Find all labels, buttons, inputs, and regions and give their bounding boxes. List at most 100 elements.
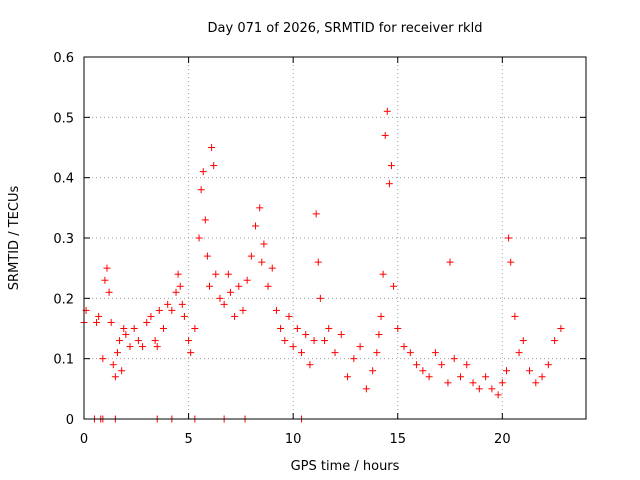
data-point	[208, 144, 216, 151]
data-point	[413, 361, 421, 369]
x-tick-labels: 0 5 10 15 20	[80, 432, 511, 447]
y-tick-label: 0.3	[53, 232, 74, 247]
data-point	[469, 379, 477, 387]
data-point	[544, 361, 552, 369]
data-point	[174, 270, 182, 278]
data-point	[507, 258, 515, 266]
data-point	[505, 234, 513, 242]
data-point	[293, 325, 301, 332]
data-point	[419, 367, 427, 375]
x-tick-label: 0	[80, 432, 88, 447]
data-point	[475, 385, 483, 393]
data-point	[400, 343, 408, 351]
data-point	[373, 349, 381, 357]
data-point	[494, 391, 502, 399]
x-tick-label: 5	[184, 432, 192, 447]
data-point	[105, 288, 113, 296]
y-tick-label: 0.6	[53, 51, 74, 66]
data-point	[321, 337, 329, 345]
data-point	[538, 373, 546, 381]
data-point	[153, 343, 161, 351]
data-point	[201, 216, 209, 224]
data-point	[180, 312, 188, 320]
y-tick-label: 0.4	[53, 172, 74, 187]
data-point	[256, 204, 264, 212]
data-point	[199, 168, 207, 176]
data-point	[134, 337, 142, 345]
data-point	[151, 337, 159, 345]
data-point	[503, 367, 511, 375]
data-point	[519, 337, 527, 345]
data-point	[438, 361, 446, 369]
y-tick-label: 0.2	[53, 292, 74, 307]
data-point	[394, 325, 402, 332]
data-point	[362, 385, 370, 393]
data-point	[298, 349, 306, 357]
y-tick-label: 0.1	[53, 353, 74, 368]
data-point	[375, 331, 383, 339]
data-point	[258, 258, 266, 266]
data-point	[101, 276, 109, 284]
data-point	[147, 312, 155, 320]
data-point	[206, 282, 213, 290]
data-point	[350, 355, 358, 363]
data-point	[191, 325, 199, 332]
data-point	[111, 373, 119, 381]
data-point	[126, 343, 134, 351]
data-point	[103, 264, 111, 272]
data-point	[99, 355, 107, 363]
data-point	[260, 240, 268, 248]
data-point	[532, 379, 540, 387]
data-point	[390, 282, 398, 290]
data-point	[511, 312, 519, 320]
data-point	[369, 367, 377, 375]
data-point	[116, 337, 124, 345]
data-point	[277, 325, 285, 332]
data-point	[302, 331, 310, 339]
data-point	[224, 270, 232, 278]
y-tick-label: 0	[66, 413, 74, 428]
grid	[84, 57, 586, 419]
data-point	[203, 252, 211, 260]
data-point	[381, 131, 389, 139]
data-point	[450, 355, 458, 363]
data-point	[310, 337, 318, 345]
data-point	[306, 361, 314, 369]
data-point	[446, 258, 454, 266]
data-point	[557, 325, 565, 332]
data-point	[457, 373, 464, 381]
data-point	[268, 264, 276, 272]
data-point	[385, 180, 393, 188]
data-point	[139, 343, 147, 351]
data-point	[551, 337, 559, 345]
data-point	[444, 379, 452, 387]
data-point	[281, 337, 289, 345]
data-point	[264, 282, 272, 290]
data-point	[109, 361, 117, 369]
data-point	[130, 325, 138, 332]
data-point	[113, 349, 121, 357]
data-point	[316, 294, 324, 302]
data-point	[488, 385, 496, 393]
data-point	[212, 270, 220, 278]
y-tick-labels: 0 0.1 0.2 0.3 0.4 0.5 0.6	[53, 51, 74, 428]
data-point	[247, 252, 255, 260]
x-axis-label: GPS time / hours	[291, 459, 400, 474]
x-tick-label: 20	[494, 432, 511, 447]
data-point	[172, 288, 180, 296]
y-axis-label: SRMTID / TECUs	[7, 186, 22, 291]
plot-frame	[83, 56, 587, 420]
data-points	[80, 107, 565, 423]
data-point	[425, 373, 433, 381]
data-point	[526, 367, 534, 375]
data-point	[285, 312, 293, 320]
x-tick-label: 15	[389, 432, 406, 447]
data-point	[176, 282, 184, 290]
data-point	[143, 318, 151, 326]
data-point	[325, 325, 333, 332]
data-point	[220, 300, 228, 308]
data-point	[387, 162, 395, 170]
data-point	[118, 367, 126, 375]
data-point	[289, 343, 297, 351]
